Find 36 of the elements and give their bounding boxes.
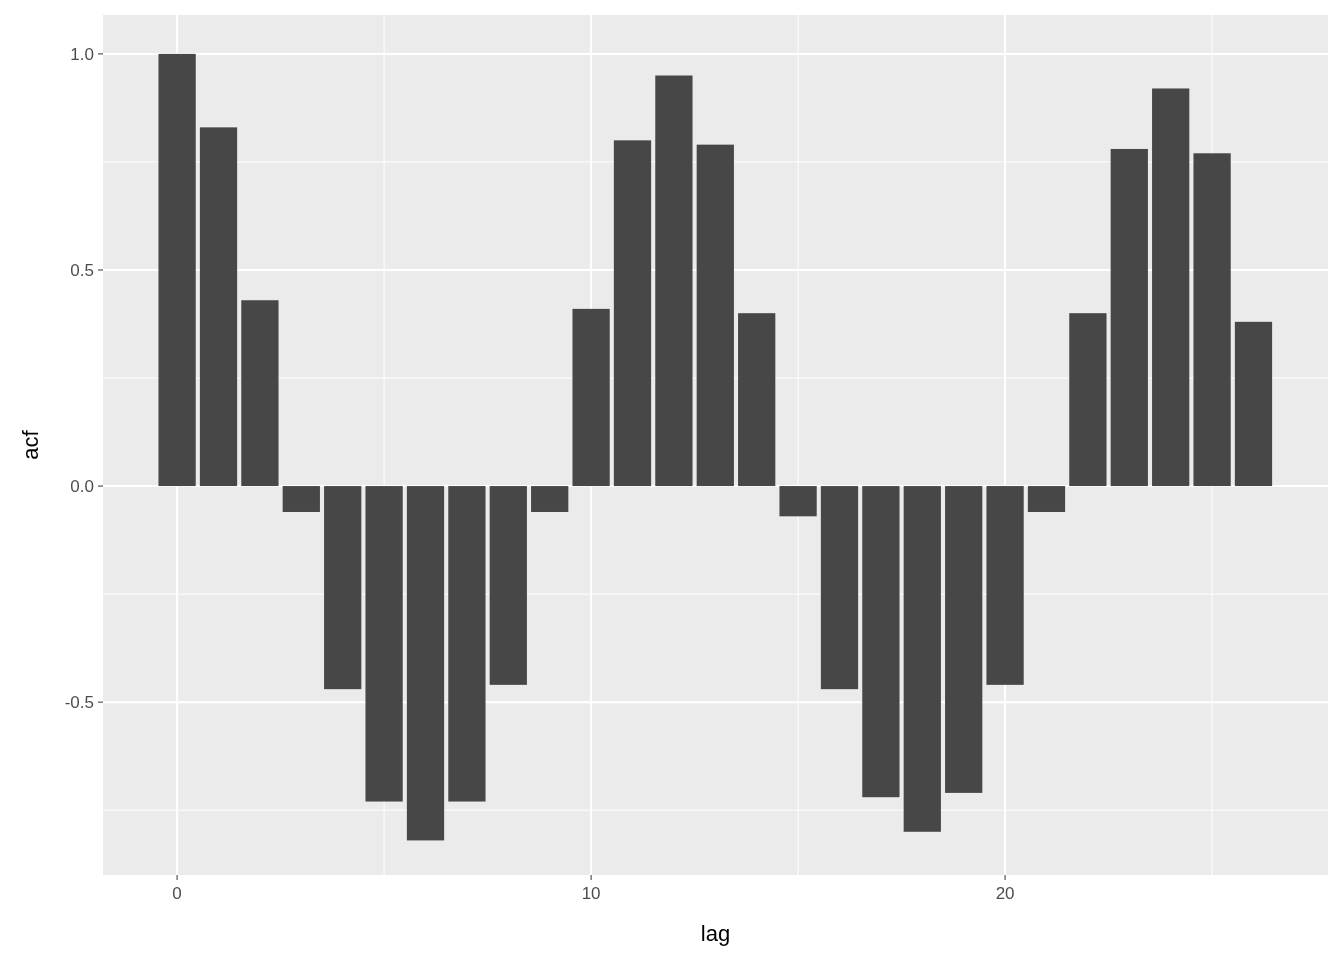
bar [862,486,900,798]
bar [531,486,569,512]
bar [1027,486,1066,512]
x-axis-title: lag [700,921,731,946]
bar [406,486,445,841]
bar [489,486,527,685]
bar [448,486,486,802]
bar [365,486,403,802]
y-tick-label: 1.0 [70,44,94,64]
bar [779,486,817,517]
bar [945,486,983,793]
bar [738,313,776,487]
x-tick-label: 10 [581,884,601,903]
bar [572,308,610,487]
bar [986,486,1024,685]
bar [655,75,693,487]
bar [820,486,859,690]
bar [324,486,362,690]
bar [1069,313,1107,487]
y-tick-label: 0.0 [70,477,94,497]
bar [241,300,279,487]
y-tick-label: 0.5 [70,260,94,280]
x-tick-label: 0 [172,884,182,903]
bar [1193,153,1231,487]
bar [158,53,196,487]
bar [696,144,734,487]
x-tick-label: 20 [995,884,1015,903]
bar [1152,88,1190,487]
bar [1234,321,1273,487]
y-axis-title: acf [18,429,43,460]
bar [282,486,320,512]
bar [903,486,941,832]
y-tick-label: -0.5 [64,693,94,713]
bar [199,127,238,487]
bar [1110,148,1148,487]
bar [613,140,652,487]
